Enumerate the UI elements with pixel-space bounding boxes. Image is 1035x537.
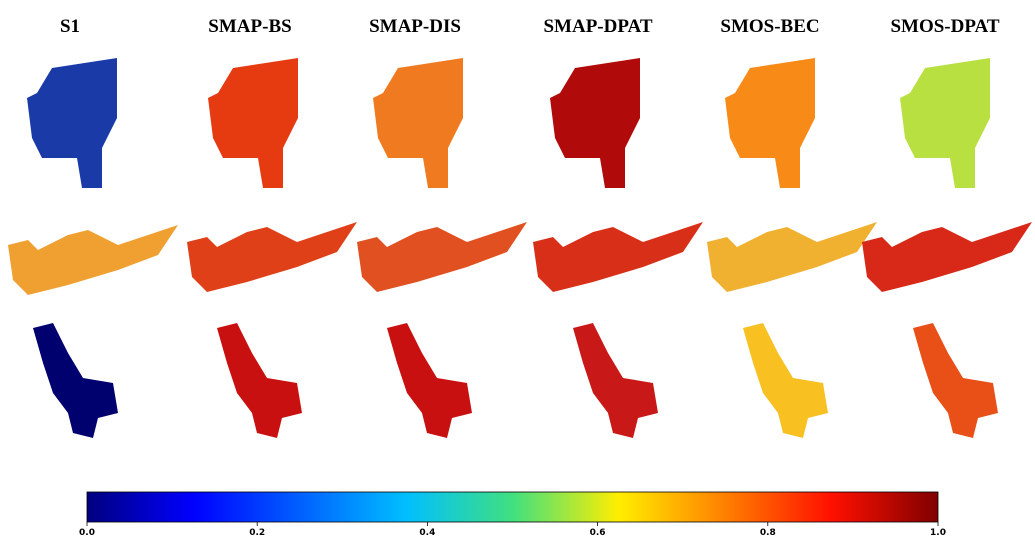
colorbar: [86, 491, 939, 523]
map: [900, 58, 990, 188]
map: [913, 323, 998, 438]
column-title: SMAP-DPAT: [543, 16, 652, 37]
tick-label: 1.0: [930, 528, 946, 537]
tick-label: 0.8: [760, 528, 776, 537]
column-title: SMAP-DIS: [369, 16, 461, 37]
tick-label: 0.6: [590, 528, 606, 537]
map: [8, 225, 178, 295]
map: [533, 222, 703, 292]
map: [357, 222, 527, 292]
column-title: SMAP-BS: [208, 16, 291, 37]
tick-label: 0.4: [419, 528, 435, 537]
map: [27, 58, 117, 188]
tick-label: 0.0: [79, 528, 95, 537]
column-title: SMOS-BEC: [720, 16, 819, 37]
column-title: SMOS-DPAT: [890, 16, 999, 37]
map: [387, 323, 472, 438]
map: [573, 323, 658, 438]
map: [187, 222, 357, 292]
map: [707, 222, 877, 292]
map: [373, 58, 463, 188]
column-title: S1: [60, 16, 80, 37]
map: [862, 222, 1032, 292]
map: [208, 58, 298, 188]
map: [725, 58, 815, 188]
map: [33, 323, 118, 438]
map: [550, 58, 640, 188]
maps: [8, 58, 1032, 438]
tick-label: 0.2: [249, 528, 265, 537]
map: [743, 323, 828, 438]
map: [217, 323, 302, 438]
